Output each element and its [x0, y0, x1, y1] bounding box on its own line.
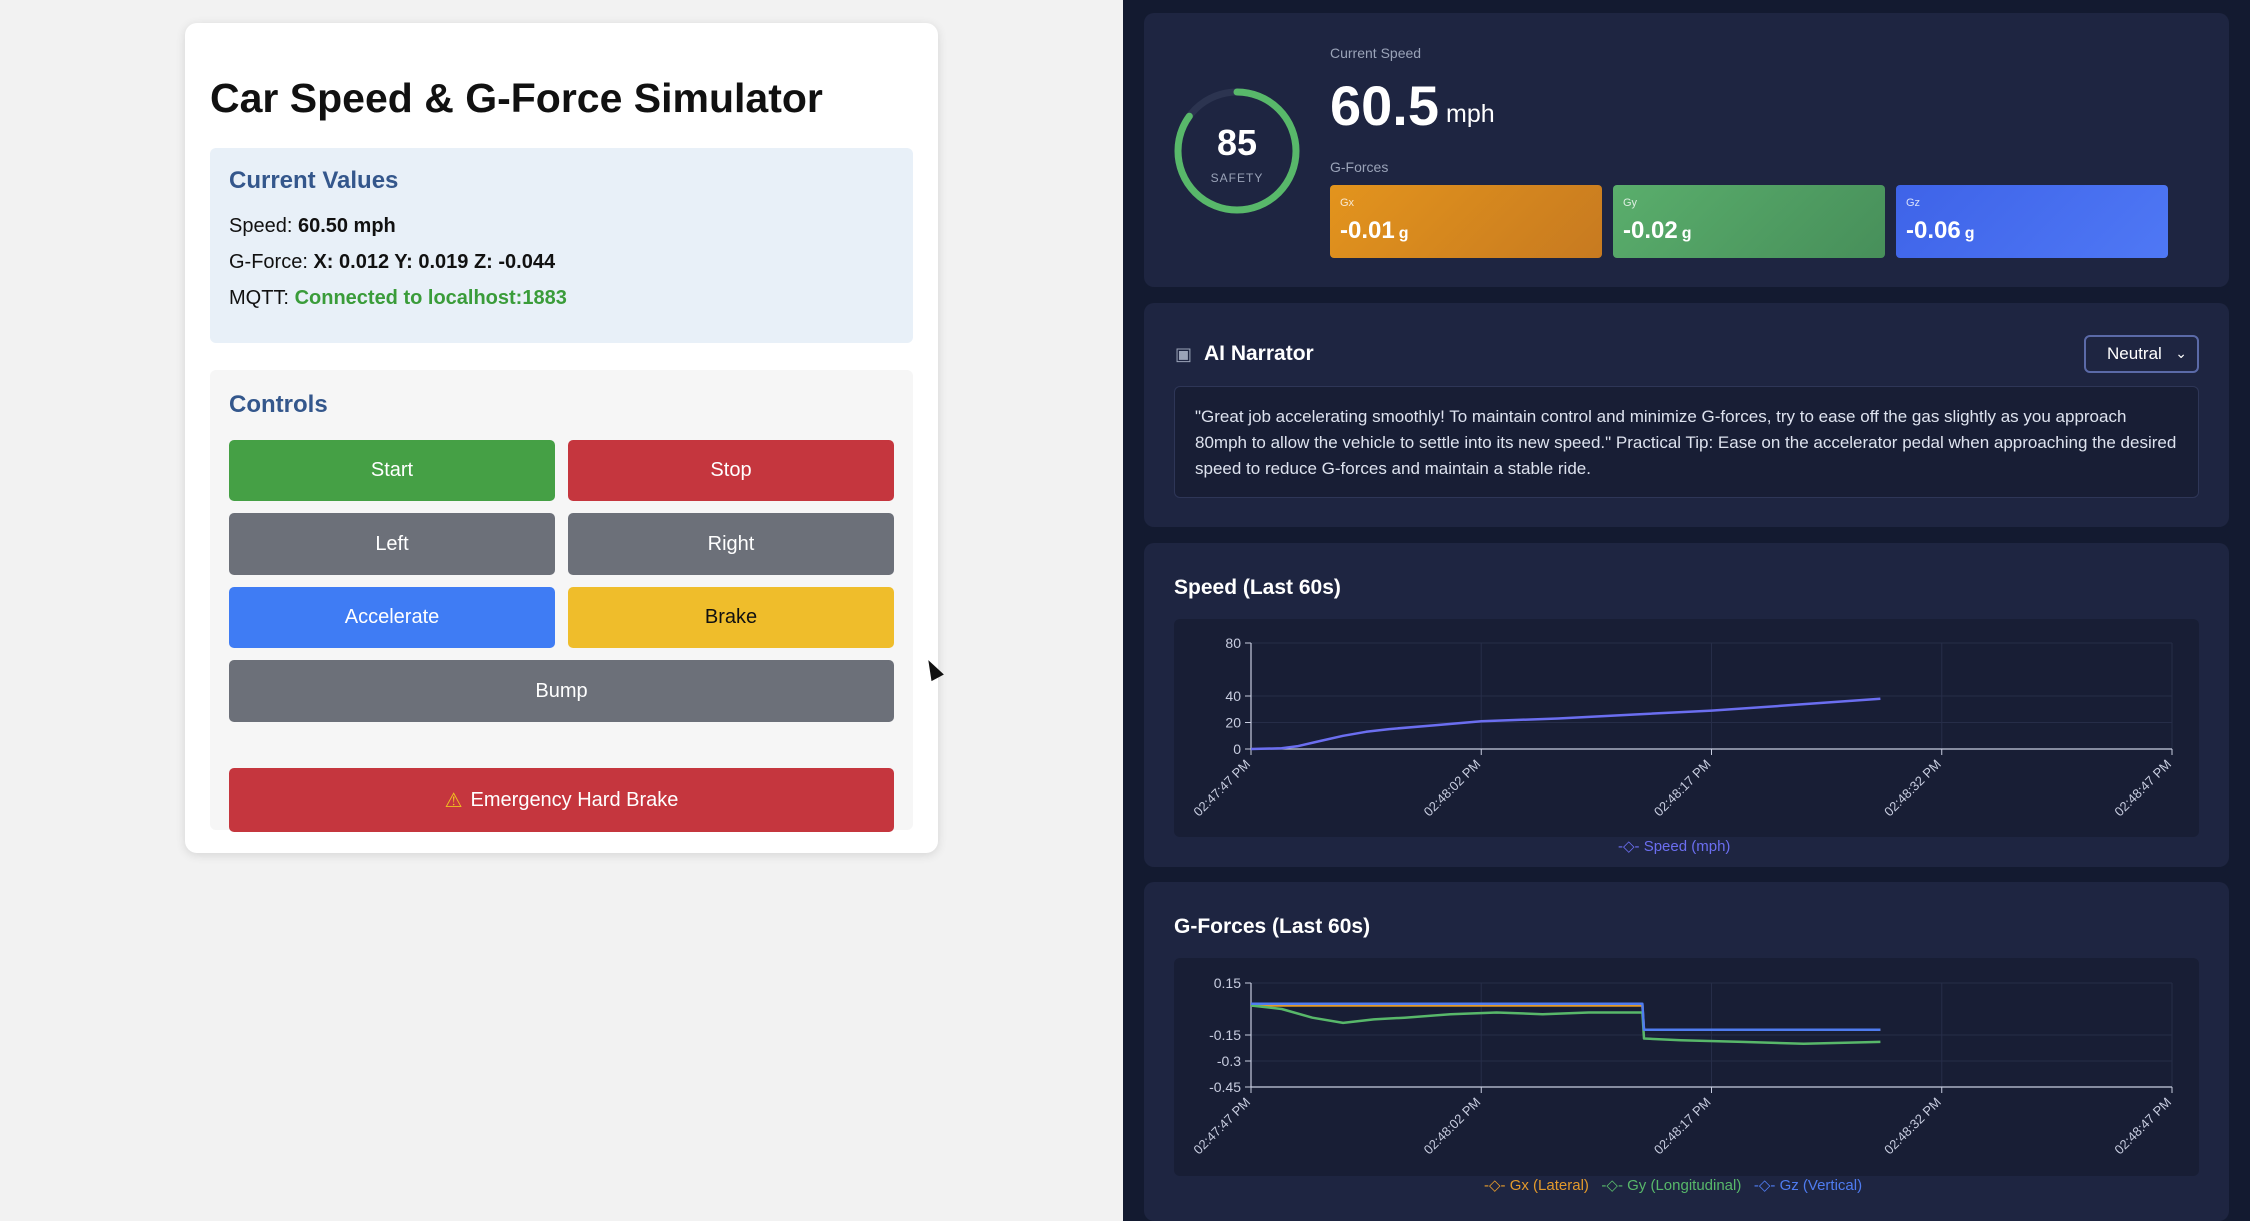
- mqtt-label: MQTT:: [229, 287, 289, 309]
- gx-legend-label: Gx (Lateral): [1509, 1177, 1589, 1194]
- left-button[interactable]: Left: [229, 513, 555, 575]
- gforce-readout: G-Force: X: 0.012 Y: 0.019 Z: -0.044: [229, 251, 555, 274]
- mqtt-status: Connected to localhost:1883: [294, 287, 567, 309]
- gy-card-value: -0.02: [1623, 217, 1678, 244]
- gz-card: Gz -0.06 g: [1896, 185, 2168, 258]
- gx-card: Gx -0.01 g: [1330, 185, 1602, 258]
- narrator-title: AI Narrator: [1204, 342, 1314, 365]
- y-tick-label: 20: [1225, 715, 1241, 731]
- y-tick-label: 0.15: [1214, 975, 1241, 991]
- robot-icon: ▣: [1175, 344, 1193, 364]
- x-tick-label: 02:47:47 PM: [1190, 757, 1253, 820]
- y-tick-label: -0.3: [1217, 1053, 1241, 1069]
- mqtt-readout: MQTT: Connected to localhost:1883: [229, 287, 567, 310]
- current-speed-label: Current Speed: [1330, 45, 1422, 61]
- gforce-chart-title: G-Forces (Last 60s): [1174, 915, 1371, 938]
- brake-button[interactable]: Brake: [568, 587, 894, 648]
- y-tick-label: 0: [1233, 741, 1241, 757]
- chevron-down-icon: ⌄: [2175, 345, 2187, 361]
- series-line-gx-lateral: [1251, 1004, 1881, 1032]
- gz-card-unit: g: [1964, 225, 1975, 242]
- emergency-brake-button[interactable]: ⚠ Emergency Hard Brake: [229, 768, 894, 832]
- x-tick-label: 02:48:02 PM: [1421, 1095, 1484, 1158]
- gforce-chart-legend: -◇- Gx (Lateral) -◇- Gy (Longitudinal) -…: [1484, 1176, 1862, 1194]
- current-speed-unit: mph: [1446, 100, 1495, 128]
- gforce-chart-area: [1174, 958, 2199, 1176]
- accelerate-button[interactable]: Accelerate: [229, 587, 555, 648]
- gx-card-label: Gx: [1340, 197, 1355, 209]
- gforces-label: G-Forces: [1330, 159, 1389, 175]
- narrator-text: "Great job accelerating smoothly! To mai…: [1174, 386, 2199, 498]
- gy-card: Gy -0.02 g: [1613, 185, 1885, 258]
- series-line-speed-mph: [1250, 697, 1881, 751]
- controls-panel: Controls Start Stop Left Right Accelerat…: [210, 370, 913, 832]
- speed-chart-title: Speed (Last 60s): [1174, 576, 1341, 599]
- gy-card-unit: g: [1681, 225, 1692, 242]
- simulator-card: Car Speed & G-Force Simulator Current Va…: [185, 23, 938, 853]
- gforce-value: X: 0.012 Y: 0.019 Z: -0.044: [313, 251, 556, 273]
- x-tick-label: 02:48:17 PM: [1651, 1095, 1714, 1158]
- safety-score: 85: [1216, 122, 1258, 163]
- gy-card-label: Gy: [1623, 197, 1638, 209]
- current-values-heading: Current Values: [229, 167, 399, 194]
- gy-legend-label: Gy (Longitudinal): [1627, 1177, 1742, 1194]
- emergency-brake-label: Emergency Hard Brake: [470, 788, 679, 811]
- simulator-title: Car Speed & G-Force Simulator: [210, 75, 823, 121]
- gz-legend-label: Gz (Vertical): [1779, 1177, 1863, 1194]
- speed-chart-area: [1174, 619, 2199, 837]
- series-line-gy-longitudinal: [1250, 1004, 1881, 1045]
- gz-card-label: Gz: [1906, 197, 1921, 209]
- y-tick-label: 40: [1225, 688, 1241, 704]
- gy-legend-item: -◇- Gy (Longitudinal): [1601, 1177, 1742, 1194]
- y-tick-label: -0.45: [1209, 1079, 1241, 1095]
- y-tick-label: -0.15: [1209, 1027, 1241, 1043]
- speed-legend-item: -◇- Speed (mph): [1618, 838, 1730, 855]
- warning-icon: ⚠: [444, 789, 463, 812]
- safety-gauge: [1174, 88, 1300, 214]
- start-button[interactable]: Start: [229, 440, 555, 501]
- safety-label: SAFETY: [1210, 171, 1264, 185]
- gz-legend-item: -◇- Gz (Vertical): [1753, 1177, 1863, 1194]
- legend-marker-icon: -◇-: [1618, 838, 1640, 855]
- y-tick-label: 80: [1225, 635, 1241, 651]
- x-tick-label: 02:48:17 PM: [1651, 757, 1714, 820]
- speed-chart: 0 20 40 80 02:47:47 PM 02:48:02 PM 02:48:17 PM…: [1190, 635, 2174, 820]
- gx-legend-item: -◇- Gx (Lateral): [1484, 1177, 1589, 1194]
- speed-readout: Speed: 60.50 mph: [229, 215, 396, 238]
- speed-legend-label: Speed (mph): [1643, 838, 1731, 855]
- series-line-gz-vertical: [1251, 1002, 1881, 1032]
- tone-select-value: Neutral: [2107, 344, 2162, 363]
- right-button[interactable]: Right: [568, 513, 894, 575]
- stop-button[interactable]: Stop: [568, 440, 894, 501]
- gx-card-unit: g: [1398, 225, 1409, 242]
- speed-chart-legend: -◇- Speed (mph): [1618, 837, 1730, 855]
- current-values-panel: Current Values Speed: 60.50 mph G-Force:…: [210, 148, 913, 343]
- x-tick-label: 02:48:32 PM: [1881, 1095, 1944, 1158]
- speed-value: 60.50 mph: [297, 215, 396, 237]
- controls-heading: Controls: [229, 391, 328, 418]
- x-tick-label: 02:48:47 PM: [2111, 757, 2174, 820]
- current-speed-value: 60.5: [1330, 74, 1439, 137]
- safety-gauge-arc: [1174, 88, 1300, 214]
- tone-select[interactable]: Neutral ⌄: [2084, 335, 2199, 373]
- x-tick-label: 02:48:02 PM: [1421, 757, 1484, 820]
- x-tick-label: 02:48:32 PM: [1881, 757, 1944, 820]
- bump-button[interactable]: Bump: [229, 660, 894, 722]
- gforce-label: G-Force:: [229, 251, 308, 273]
- gz-card-value: -0.06: [1906, 217, 1961, 244]
- x-tick-label: 02:48:47 PM: [2111, 1095, 2174, 1158]
- speed-label: Speed:: [229, 215, 293, 237]
- gx-card-value: -0.01: [1340, 217, 1395, 244]
- x-tick-label: 02:47:47 PM: [1190, 1095, 1253, 1158]
